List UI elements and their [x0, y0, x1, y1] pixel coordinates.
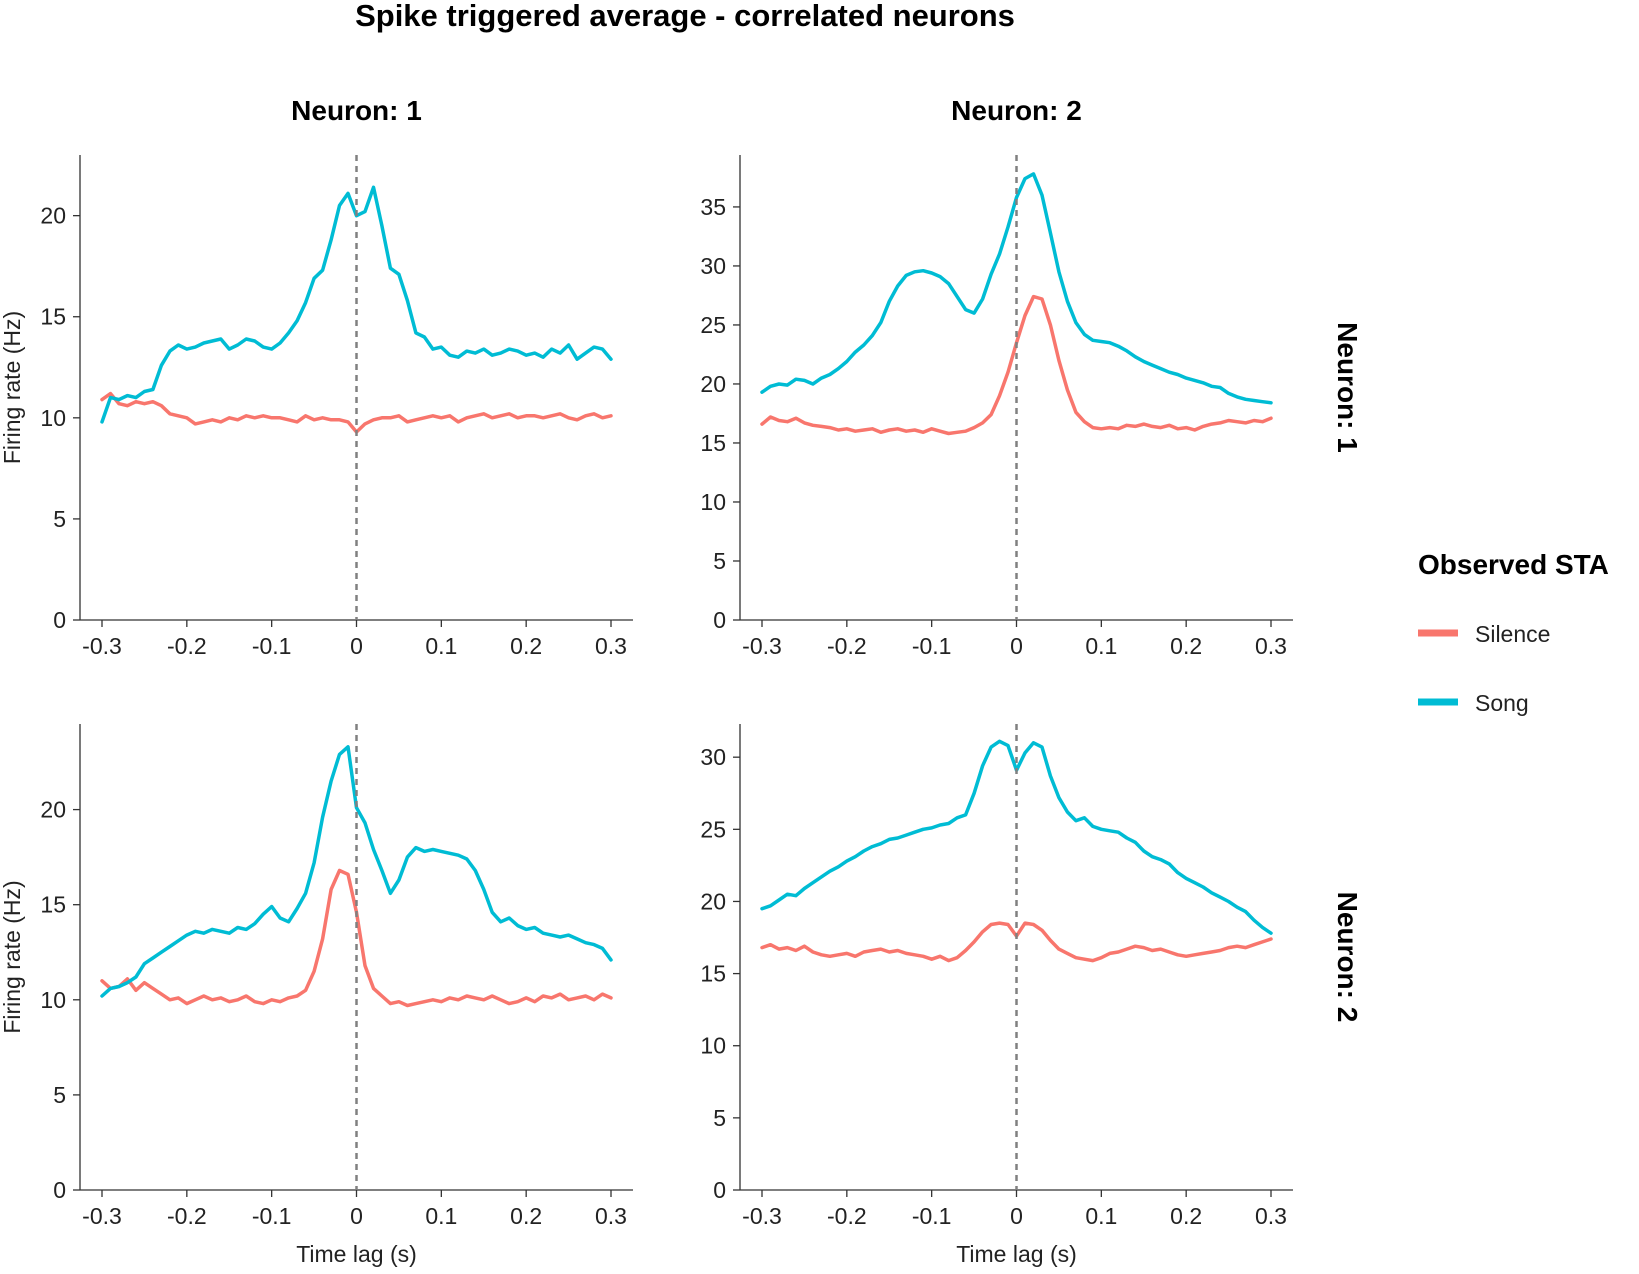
legend-title: Observed STA — [1418, 549, 1609, 580]
x-tick-label: 0.3 — [1255, 1203, 1287, 1229]
y-tick-label: 25 — [700, 816, 726, 842]
y-tick-label: 30 — [700, 744, 726, 770]
y-tick-label: 35 — [700, 194, 726, 220]
x-tick-label: 0.2 — [510, 633, 542, 659]
column-strip-label: Neuron: 2 — [951, 95, 1082, 126]
y-tick-label: 20 — [700, 888, 726, 914]
x-tick-label: 0.3 — [595, 633, 627, 659]
y-tick-label: 5 — [53, 506, 66, 532]
y-tick-label: 15 — [700, 961, 726, 987]
legend-label-silence: Silence — [1475, 621, 1550, 647]
y-tick-label: 15 — [700, 430, 726, 456]
y-tick-label: 0 — [713, 1177, 726, 1203]
x-tick-label: -0.2 — [827, 633, 867, 659]
y-tick-label: 10 — [40, 987, 66, 1013]
y-tick-label: 0 — [713, 607, 726, 633]
series-line-song — [100, 745, 613, 998]
series-line-silence — [760, 921, 1273, 963]
y-tick-label: 10 — [700, 489, 726, 515]
x-tick-label: 0.3 — [1255, 633, 1287, 659]
x-tick-label: 0.3 — [595, 1203, 627, 1229]
y-tick-label: 5 — [53, 1082, 66, 1108]
y-tick-label: 10 — [700, 1033, 726, 1059]
x-tick-label: -0.3 — [742, 1203, 782, 1229]
y-tick-label: 15 — [40, 304, 66, 330]
y-axis-title: Firing rate (Hz) — [0, 311, 25, 464]
panel-grid: 0 5 10 15 20 -0.3 -0.2 -0.1 0 0.1 0.2 0.3 Neuron: 1 F… — [0, 95, 1363, 1267]
series-line-song — [760, 172, 1273, 405]
panel-2: 0 5 10 15 20 25 30 35 -0.3 -0.2 -0.1 0 0.1 0.2 0.3 Neur… — [700, 95, 1363, 659]
x-tick-label: -0.2 — [167, 633, 207, 659]
x-tick-label: -0.1 — [912, 633, 952, 659]
x-axis-title: Time lag (s) — [956, 1241, 1077, 1267]
row-strip-label: Neuron: 1 — [1332, 322, 1363, 453]
x-axis-title: Time lag (s) — [296, 1241, 417, 1267]
x-tick-label: 0 — [350, 1203, 363, 1229]
y-tick-label: 0 — [53, 607, 66, 633]
x-tick-label: -0.1 — [252, 1203, 292, 1229]
x-tick-label: 0 — [1010, 1203, 1023, 1229]
y-tick-label: 5 — [713, 1105, 726, 1131]
y-tick-label: 10 — [40, 405, 66, 431]
x-tick-label: 0.2 — [1170, 1203, 1202, 1229]
y-tick-label: 20 — [700, 371, 726, 397]
column-strip-label: Neuron: 1 — [291, 95, 422, 126]
x-tick-label: -0.3 — [742, 633, 782, 659]
x-tick-label: -0.3 — [82, 1203, 122, 1229]
x-tick-label: -0.1 — [912, 1203, 952, 1229]
legend: Observed STA Silence Song — [1418, 549, 1609, 716]
panel-4: 0 5 10 15 20 25 30 -0.3 -0.2 -0.1 0 0.1 0.2 0.3 Neuron… — [700, 724, 1363, 1267]
row-strip-label: Neuron: 2 — [1332, 892, 1363, 1023]
y-tick-label: 5 — [713, 548, 726, 574]
x-tick-label: -0.1 — [252, 633, 292, 659]
y-axis-title: Firing rate (Hz) — [0, 880, 25, 1033]
x-tick-label: 0 — [350, 633, 363, 659]
chart-title: Spike triggered average - correlated neu… — [355, 0, 1015, 33]
panel-1: 0 5 10 15 20 -0.3 -0.2 -0.1 0 0.1 0.2 0.3 Neuron: 1 F… — [0, 95, 633, 659]
y-tick-label: 15 — [40, 892, 66, 918]
x-tick-label: -0.2 — [167, 1203, 207, 1229]
x-tick-label: 0.2 — [510, 1203, 542, 1229]
y-tick-label: 25 — [700, 312, 726, 338]
x-tick-label: 0.1 — [1085, 633, 1117, 659]
y-tick-label: 20 — [40, 797, 66, 823]
y-tick-label: 30 — [700, 253, 726, 279]
x-tick-label: 0 — [1010, 633, 1023, 659]
x-tick-label: 0.1 — [425, 1203, 457, 1229]
y-tick-label: 20 — [40, 203, 66, 229]
x-tick-label: -0.3 — [82, 633, 122, 659]
x-tick-label: 0.1 — [425, 633, 457, 659]
x-tick-label: 0.2 — [1170, 633, 1202, 659]
x-tick-label: 0.1 — [1085, 1203, 1117, 1229]
panel-3: 0 5 10 15 20 -0.3 -0.2 -0.1 0 0.1 0.2 0.3 Firing rat… — [0, 724, 633, 1267]
legend-label-song: Song — [1475, 690, 1529, 716]
x-tick-label: -0.2 — [827, 1203, 867, 1229]
y-tick-label: 0 — [53, 1177, 66, 1203]
